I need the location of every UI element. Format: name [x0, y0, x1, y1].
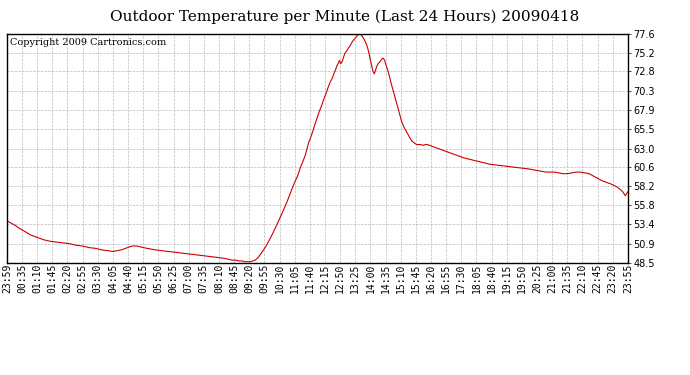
Text: Copyright 2009 Cartronics.com: Copyright 2009 Cartronics.com [10, 38, 166, 47]
Text: Outdoor Temperature per Minute (Last 24 Hours) 20090418: Outdoor Temperature per Minute (Last 24 … [110, 9, 580, 24]
